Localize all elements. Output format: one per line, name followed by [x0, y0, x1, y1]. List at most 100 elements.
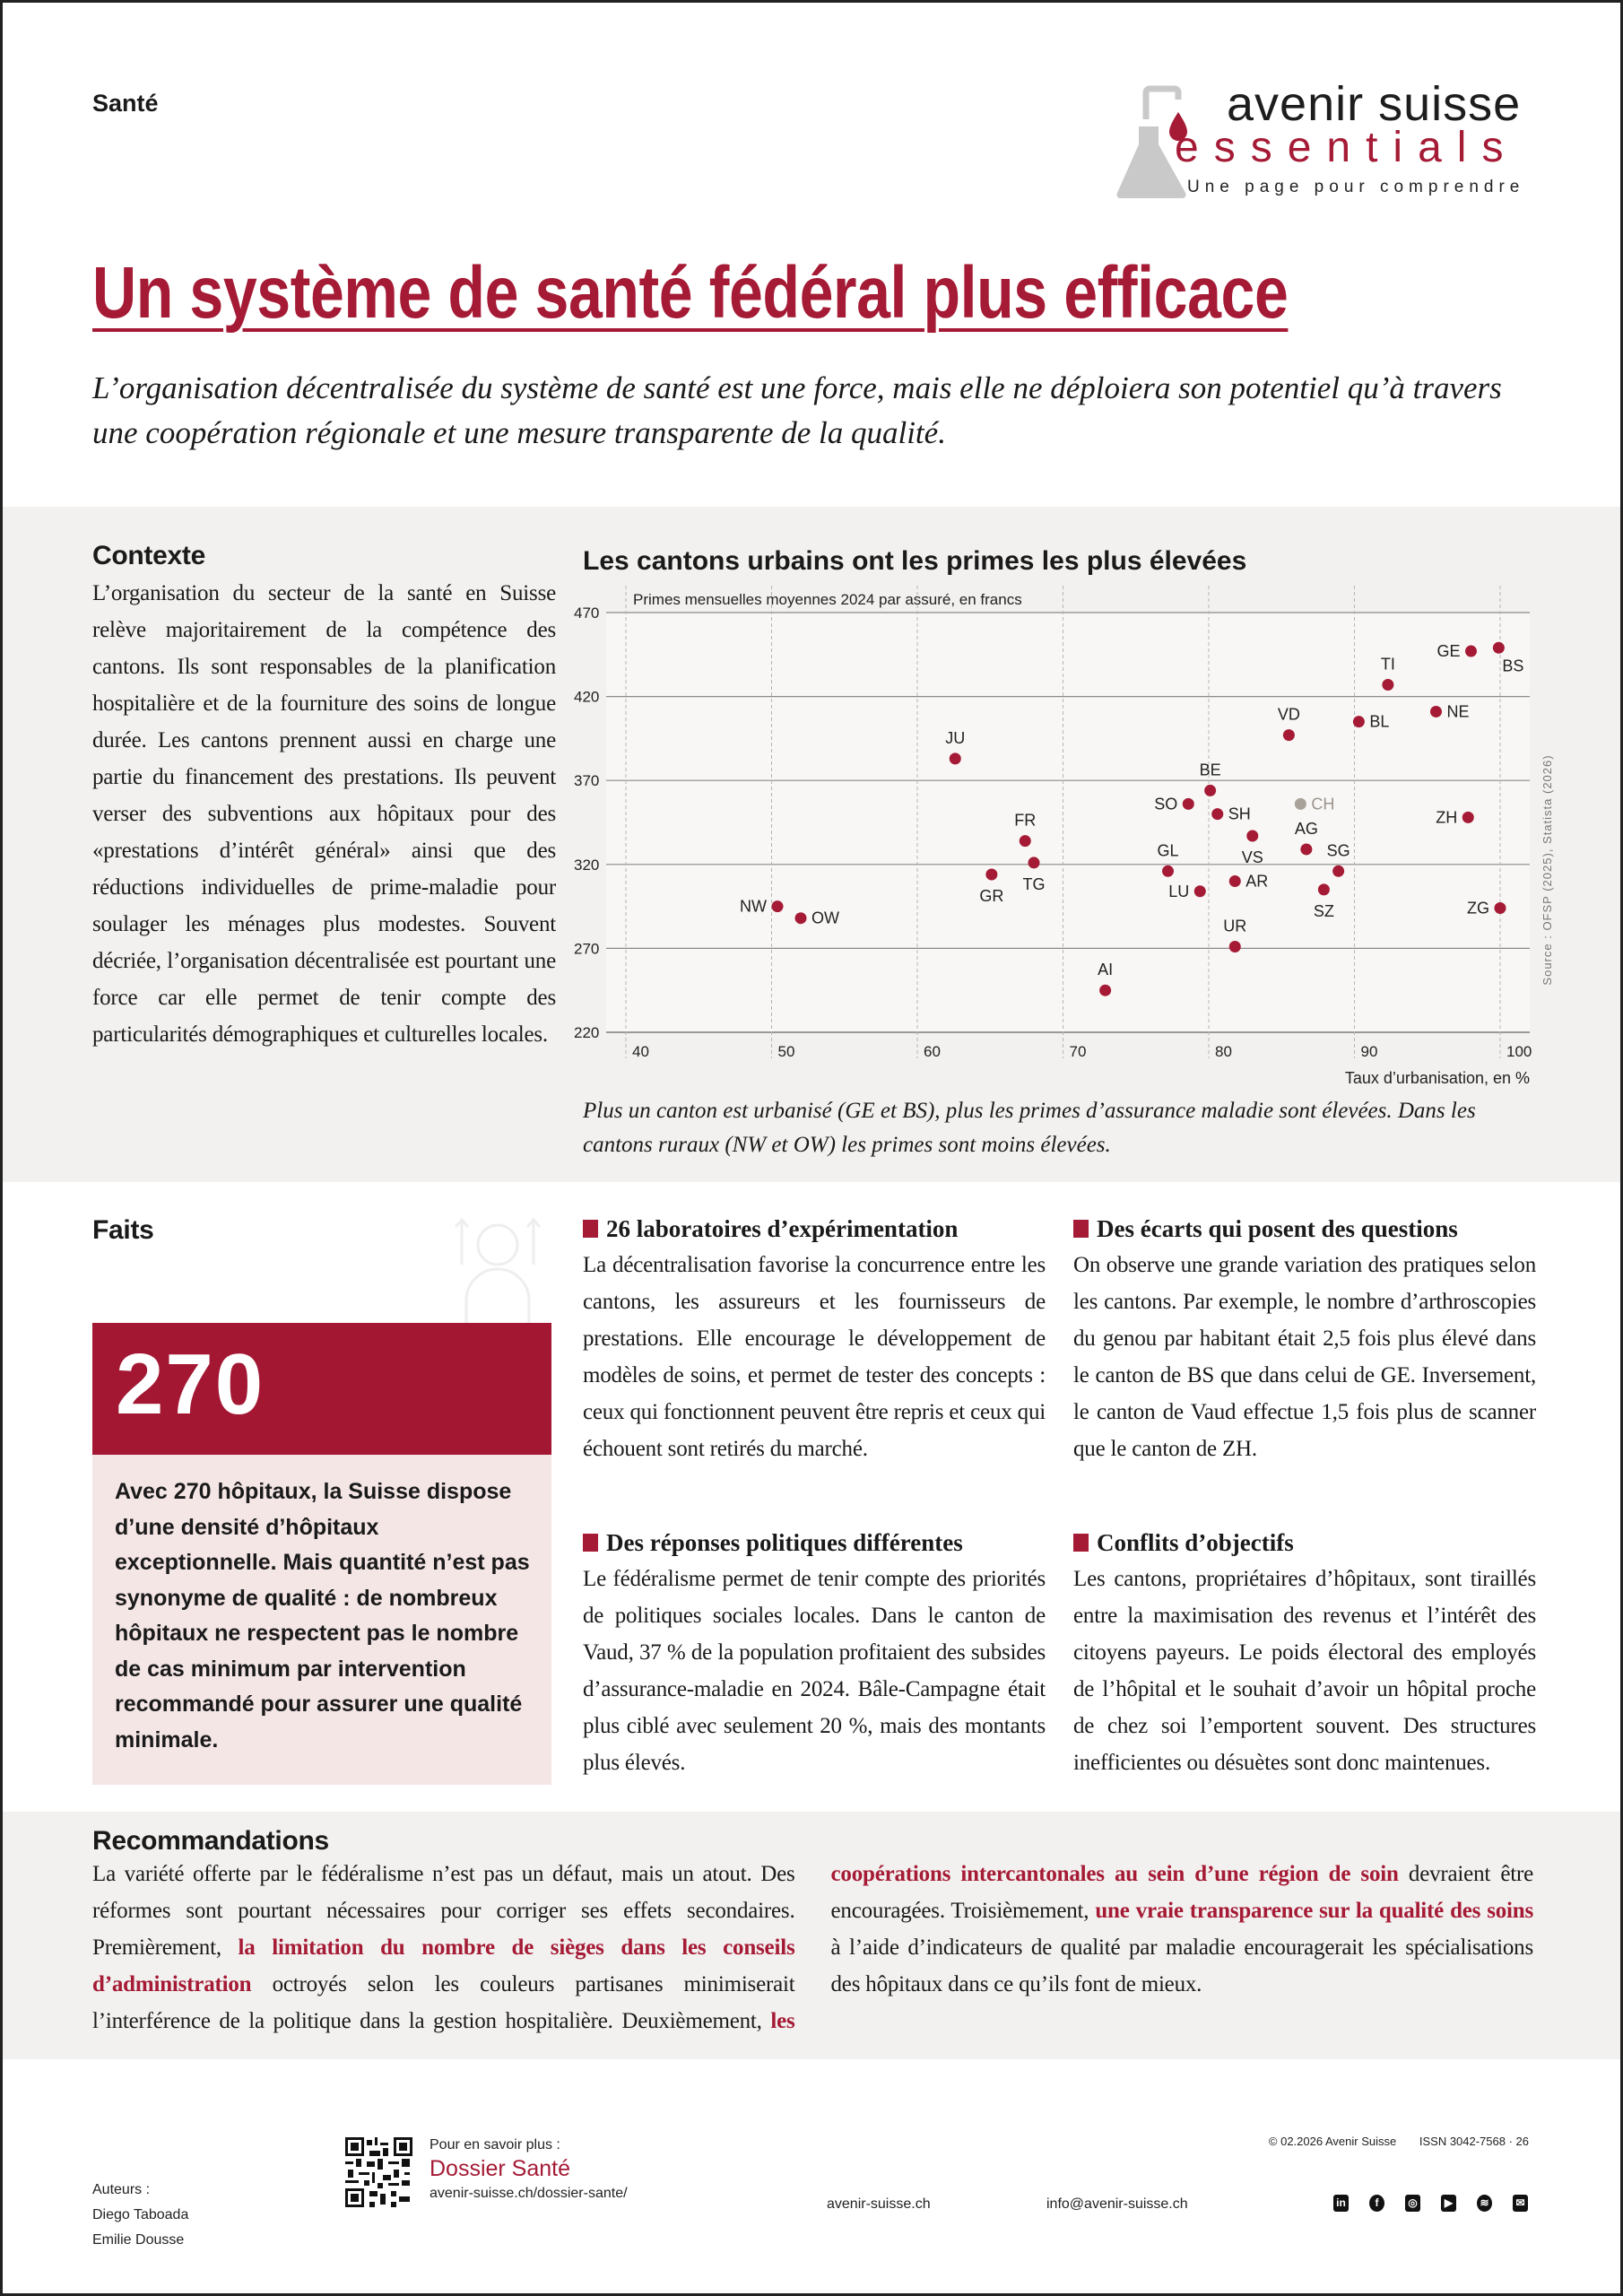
- context-heading: Contexte: [92, 541, 205, 570]
- data-label: ZH: [1436, 808, 1457, 826]
- data-point-lu: [1193, 885, 1206, 898]
- data-point-ge: [1465, 645, 1477, 657]
- data-point-fr: [1019, 835, 1031, 848]
- data-point-sg: [1332, 865, 1345, 877]
- logo-brand: avenir suisse: [1227, 77, 1522, 131]
- fact-item-title: Des écarts qui posent des questions: [1097, 1215, 1458, 1242]
- linkedin-icon[interactable]: in: [1333, 2195, 1349, 2212]
- y-tick-label: 470: [574, 604, 599, 622]
- red-square-bullet-icon: [1073, 1534, 1089, 1552]
- person-growth-icon: [454, 1217, 542, 1326]
- data-point-nw: [771, 900, 784, 913]
- data-point-zh: [1462, 811, 1474, 823]
- fact-item-text: Les cantons, propriétaires d’hôpitaux, s…: [1073, 1567, 1536, 1775]
- facebook-icon[interactable]: f: [1369, 2195, 1384, 2212]
- data-label: UR: [1223, 918, 1246, 935]
- reco-highlight: la limitation du nombre de sièges dans l…: [92, 1935, 795, 1996]
- authors: Auteurs : Diego Taboada Emilie Dousse: [92, 2178, 188, 2253]
- scatter-chart: Les cantons urbains ont les primes les p…: [574, 546, 1554, 1087]
- data-point-bs: [1492, 641, 1505, 654]
- fact-item-text: On observe une grande variation des prat…: [1073, 1253, 1536, 1461]
- spotify-icon[interactable]: ≋: [1477, 2195, 1492, 2212]
- data-point-bl: [1352, 716, 1365, 728]
- data-point-ow: [794, 912, 807, 925]
- y-tick-label: 270: [574, 940, 599, 957]
- data-label: GR: [979, 887, 1003, 905]
- data-point-sh: [1211, 808, 1224, 821]
- data-label: ZG: [1467, 899, 1489, 917]
- data-point-ju: [949, 752, 961, 765]
- data-label: JU: [945, 729, 965, 747]
- author-name: Diego Taboada: [92, 2207, 189, 2222]
- authors-label: Auteurs :: [92, 2182, 151, 2197]
- chart-caption: Plus un canton est urbanisé (GE et BS), …: [583, 1099, 1476, 1157]
- reco-text: devraient être encouragées. Troisièmemen…: [830, 1862, 1534, 1923]
- reco-text: La variété offerte par le fédéralisme n’…: [92, 1862, 795, 1960]
- data-label: TI: [1381, 655, 1395, 673]
- data-label: SH: [1228, 805, 1251, 823]
- data-label: GE: [1436, 642, 1460, 660]
- y-tick-label: 370: [574, 772, 599, 789]
- footer-meta: © 02.2026 Avenir Suisse ISSN 3042-7568 ·…: [1269, 2135, 1529, 2148]
- fact-item-title: Des réponses politiques différentes: [606, 1529, 963, 1556]
- data-label: SO: [1154, 795, 1177, 813]
- data-point-gl: [1162, 865, 1174, 877]
- issn: ISSN 3042-7568 · 26: [1419, 2135, 1529, 2148]
- fact-item-text: Le fédéralisme permet de tenir compte de…: [583, 1567, 1046, 1775]
- data-label: AI: [1098, 961, 1113, 978]
- data-point-ti: [1382, 678, 1394, 691]
- x-tick-label: 80: [1215, 1043, 1232, 1060]
- section-rubric: Santé: [92, 90, 159, 117]
- website-link[interactable]: avenir-suisse.ch: [827, 2196, 931, 2212]
- dossier-url[interactable]: avenir-suisse.ch/dossier-sante/: [430, 2186, 628, 2201]
- plot-area: [606, 613, 1530, 1032]
- red-square-bullet-icon: [583, 1220, 598, 1238]
- dossier-link[interactable]: Dossier Santé: [430, 2156, 571, 2181]
- recommendations-text: La variété offerte par le fédéralisme n’…: [92, 1856, 1533, 2039]
- recommendations-section: [3, 1812, 1620, 2059]
- data-label: CH: [1311, 795, 1334, 813]
- youtube-icon[interactable]: ▶: [1441, 2195, 1456, 2212]
- data-point-ne: [1430, 705, 1442, 718]
- copyright: © 02.2026 Avenir Suisse: [1268, 2135, 1397, 2148]
- data-label: BS: [1502, 657, 1523, 674]
- reco-highlight: une vraie transparence sur la qualité de…: [1095, 1899, 1533, 1923]
- data-point-vd: [1282, 729, 1295, 742]
- data-label: SG: [1327, 841, 1350, 859]
- data-label: VS: [1242, 848, 1263, 866]
- data-point-ch: [1294, 797, 1306, 810]
- data-label: SZ: [1314, 902, 1334, 920]
- data-label: AG: [1295, 820, 1318, 838]
- data-label: BE: [1200, 761, 1221, 778]
- y-tick-label: 220: [574, 1024, 599, 1041]
- instagram-icon[interactable]: ◎: [1405, 2195, 1420, 2212]
- data-label: FR: [1014, 812, 1036, 830]
- data-point-gr: [985, 868, 998, 881]
- fact-item: Des écarts qui posent des questions On o…: [1073, 1211, 1536, 1467]
- data-point-be: [1204, 784, 1217, 796]
- qr-code-icon[interactable]: [345, 2137, 412, 2207]
- email-icon[interactable]: ✉: [1513, 2195, 1528, 2212]
- y-tick-label: 420: [574, 689, 599, 706]
- data-point-sz: [1317, 883, 1330, 896]
- data-label: OW: [812, 909, 839, 927]
- x-tick-label: 40: [632, 1043, 649, 1060]
- more-info: Pour en savoir plus : Dossier Santé aven…: [430, 2137, 628, 2202]
- red-square-bullet-icon: [1073, 1220, 1089, 1238]
- data-label: TG: [1023, 875, 1046, 893]
- recommendations-heading: Recommandations: [92, 1826, 329, 1856]
- x-tick-label: 100: [1506, 1043, 1532, 1060]
- data-point-ar: [1228, 875, 1241, 888]
- chart-source: Source : OFSP (2025), Statista (2026): [1541, 754, 1554, 985]
- data-label: VD: [1278, 706, 1300, 724]
- reco-text: octroyés selon les couleurs partisanes m…: [92, 1972, 795, 2033]
- logo-product: essentials: [1175, 124, 1519, 171]
- fact-item-title: Conflits d’objectifs: [1097, 1529, 1294, 1556]
- lead-text: L’organisation décentralisée du système …: [92, 370, 1502, 450]
- more-info-label: Pour en savoir plus :: [430, 2137, 560, 2152]
- fact-item: 26 laboratoires d’expérimentation La déc…: [583, 1211, 1046, 1467]
- reco-text: à l’aide d’indicateurs de qualité par ma…: [830, 1935, 1534, 1996]
- logo-tagline: Une page pour comprendre: [1187, 178, 1525, 196]
- email-link[interactable]: info@avenir-suisse.ch: [1046, 2196, 1188, 2212]
- data-point-ur: [1228, 941, 1241, 953]
